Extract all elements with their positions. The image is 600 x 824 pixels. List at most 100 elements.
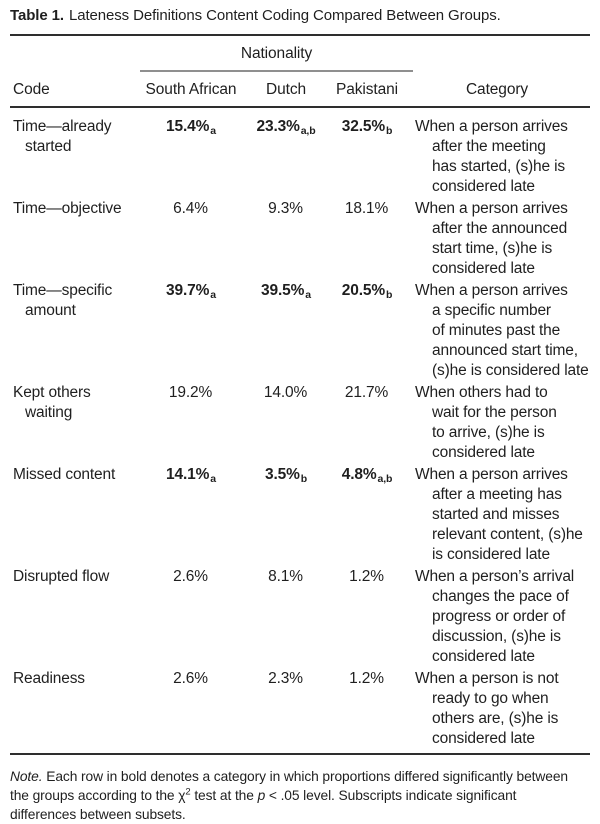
table-caption: Lateness Definitions Content Coding Comp…: [68, 7, 501, 24]
percent-value: 1.2%: [349, 568, 384, 585]
percent-value: 2.3%: [268, 670, 303, 687]
column-header-south-african: South African: [145, 81, 237, 98]
percent-value: 2.6%: [173, 670, 208, 687]
dutch-value: 9.3%: [242, 199, 330, 219]
percent-value: 4.8%: [341, 466, 377, 483]
table-row: Readiness 2.6% 2.3% 1.2% When a person i…: [10, 669, 590, 749]
percent-value: 39.7%: [166, 282, 210, 299]
note-segment: χ: [178, 788, 186, 803]
dutch-value: 3.5%b: [242, 465, 330, 485]
category-cell: When a person is not ready to go when ot…: [415, 670, 559, 747]
percent-value: 14.0%: [263, 384, 308, 401]
dutch-value: 23.3%a,b: [242, 117, 330, 137]
dutch-value: 8.1%: [242, 567, 330, 587]
table-number: Table 1.: [10, 7, 64, 24]
percent-value: 2.6%: [173, 568, 208, 585]
code-cell: Time—already started: [13, 118, 112, 155]
table-note: Note. Each row in bold denotes a categor…: [10, 767, 590, 824]
percent-value: 32.5%: [341, 118, 385, 135]
note-segment: differences between subsets.: [10, 807, 186, 822]
percent-value: 23.3%: [256, 118, 300, 135]
category-cell: When a person arrives after the announce…: [415, 200, 568, 277]
percent-value: 1.2%: [349, 670, 384, 687]
note-line: differences between subsets.: [10, 805, 590, 824]
percent-value: 20.5%: [341, 282, 385, 299]
column-header-row: Code South African Dutch Pakistani Categ…: [10, 72, 590, 108]
note-segment: 2: [185, 786, 191, 798]
subset-subscript: b: [300, 473, 307, 485]
pakistani-value: 20.5%b: [330, 281, 404, 301]
column-header-pakistani: Pakistani: [336, 81, 398, 98]
subset-subscript: a: [210, 289, 216, 301]
table-body: Time—already started 15.4%a 23.3%a,b 32.…: [10, 108, 590, 755]
subset-subscript: a: [210, 473, 216, 485]
category-cell: When a person arrives after a meeting ha…: [415, 466, 583, 563]
subset-subscript: a: [305, 289, 311, 301]
code-cell: Time—specific amount: [13, 282, 113, 319]
pakistani-value: 1.2%: [330, 567, 404, 587]
subset-subscript: a,b: [377, 473, 393, 485]
note-segment: < .05 level. Subscripts indicate signifi…: [265, 788, 517, 803]
note-segment: the groups according to the: [10, 788, 179, 803]
south-african-value: 19.2%: [140, 383, 242, 403]
pakistani-value: 1.2%: [330, 669, 404, 689]
spanner-label: Nationality: [240, 45, 313, 62]
subset-subscript: b: [385, 289, 393, 301]
table-title: Table 1. Lateness Definitions Content Cod…: [10, 0, 590, 36]
percent-value: 19.2%: [168, 384, 213, 401]
note-segment: Note.: [10, 769, 43, 784]
subset-subscript: b: [385, 125, 393, 137]
code-cell: Time—objective: [13, 200, 122, 217]
subset-subscript: a,b: [300, 125, 316, 137]
south-african-value: 15.4%a: [140, 117, 242, 137]
south-african-value: 2.6%: [140, 567, 242, 587]
pakistani-value: 21.7%: [330, 383, 404, 403]
table-row: Kept others waiting 19.2% 14.0% 21.7% Wh…: [10, 383, 590, 463]
note-line: the groups according to the χ2 test at t…: [10, 786, 590, 805]
category-cell: When a person’s arrival changes the pace…: [415, 568, 575, 665]
dutch-value: 14.0%: [242, 383, 330, 403]
column-header-code: Code: [13, 81, 50, 98]
code-cell: Kept others waiting: [13, 384, 91, 421]
table-row: Time—specific amount 39.7%a 39.5%a 20.5%…: [10, 281, 590, 381]
note-line: Note. Each row in bold denotes a categor…: [10, 767, 590, 786]
pakistani-value: 32.5%b: [330, 117, 404, 137]
table: Nationality Code South African Dutch Pak…: [10, 36, 590, 755]
south-african-value: 39.7%a: [140, 281, 242, 301]
pakistani-value: 4.8%a,b: [330, 465, 404, 485]
table-row: Missed content 14.1%a 3.5%b 4.8%a,b When…: [10, 465, 590, 565]
percent-value: 3.5%: [265, 466, 300, 483]
south-african-value: 6.4%: [140, 199, 242, 219]
percent-value: 9.3%: [268, 200, 303, 217]
table-row: Time—already started 15.4%a 23.3%a,b 32.…: [10, 117, 590, 197]
table-header: Nationality Code South African Dutch Pak…: [10, 36, 590, 108]
percent-value: 6.4%: [173, 200, 208, 217]
subset-subscript: a: [210, 125, 216, 137]
category-cell: When a person arrives a specific number …: [415, 282, 589, 379]
percent-value: 21.7%: [344, 384, 389, 401]
table-row: Time—objective 6.4% 9.3% 18.1% When a pe…: [10, 199, 590, 279]
dutch-value: 39.5%a: [242, 281, 330, 301]
pakistani-value: 18.1%: [330, 199, 404, 219]
column-header-dutch: Dutch: [266, 81, 306, 98]
column-header-category: Category: [465, 81, 529, 98]
south-african-value: 14.1%a: [140, 465, 242, 485]
percent-value: 15.4%: [166, 118, 210, 135]
table-row: Disrupted flow 2.6% 8.1% 1.2% When a per…: [10, 567, 590, 667]
note-segment: Each row in bold denotes a category in w…: [42, 769, 568, 784]
code-cell: Disrupted flow: [13, 568, 110, 585]
dutch-value: 2.3%: [242, 669, 330, 689]
south-african-value: 2.6%: [140, 669, 242, 689]
category-cell: When a person arrives after the meeting …: [415, 118, 568, 195]
code-cell: Readiness: [13, 670, 85, 687]
category-cell: When others had to wait for the person t…: [415, 384, 557, 461]
percent-value: 18.1%: [344, 200, 389, 217]
note-segment: p: [257, 788, 266, 803]
code-cell: Missed content: [13, 466, 116, 483]
percent-value: 39.5%: [261, 282, 305, 299]
note-segment: test at the: [190, 788, 258, 803]
percent-value: 14.1%: [166, 466, 210, 483]
percent-value: 8.1%: [268, 568, 303, 585]
spanner-nationality: Nationality: [140, 36, 413, 72]
